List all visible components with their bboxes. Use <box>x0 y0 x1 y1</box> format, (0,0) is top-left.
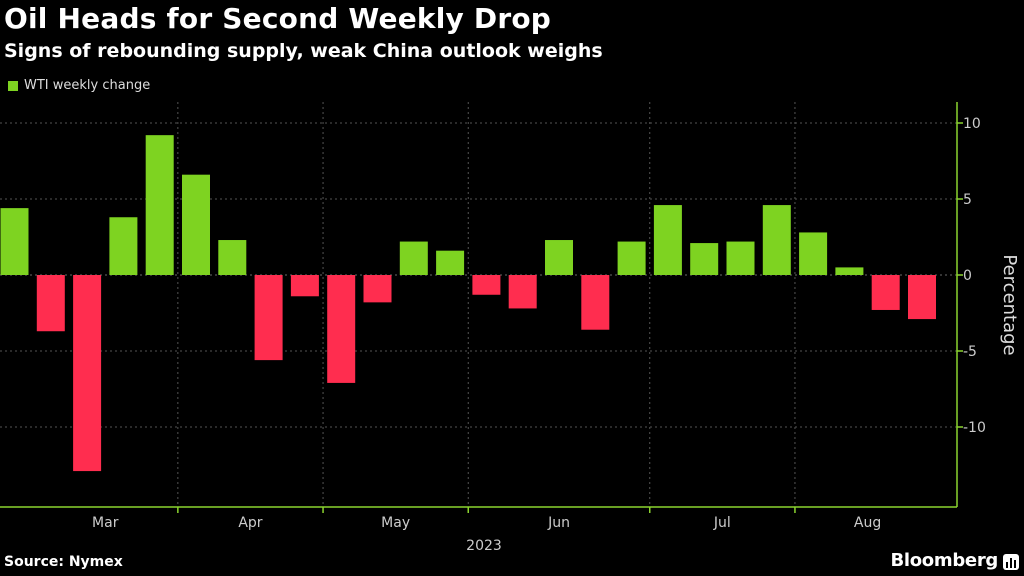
bar <box>36 275 65 332</box>
bar <box>871 275 900 310</box>
bar <box>835 267 864 275</box>
y-tick-label: 0 <box>963 268 972 284</box>
bar <box>363 275 392 303</box>
legend-label: WTI weekly change <box>24 78 151 93</box>
y-tick-label: 10 <box>963 116 981 132</box>
bar <box>109 217 138 275</box>
bar <box>182 174 210 275</box>
bar <box>145 135 174 275</box>
y-tick-label: -5 <box>963 344 977 360</box>
bar <box>653 205 682 275</box>
bar <box>799 232 828 275</box>
bloomberg-chart-icon <box>1003 554 1019 570</box>
bar <box>254 275 283 361</box>
x-tick-label: Jun <box>547 515 570 531</box>
bar <box>218 240 247 275</box>
y-tick-label: 5 <box>963 192 972 208</box>
bar <box>508 275 537 309</box>
bar <box>73 275 102 472</box>
x-tick-label: Jul <box>713 515 731 531</box>
source-note: Source: Nymex <box>4 554 123 570</box>
bar <box>762 205 791 275</box>
bars-layer <box>0 135 936 472</box>
bloomberg-logo: Bloomberg <box>890 550 998 571</box>
y-axis-title: Percentage <box>999 254 1020 355</box>
chart-subtitle: Signs of rebounding supply, weak China o… <box>4 40 603 62</box>
chart-title: Oil Heads for Second Weekly Drop <box>4 2 552 35</box>
legend-swatch <box>8 80 18 91</box>
bar <box>545 240 573 275</box>
bar <box>0 208 29 275</box>
bar <box>472 275 501 295</box>
bar <box>327 275 356 383</box>
x-tick-label: Mar <box>92 515 119 531</box>
legend: WTI weekly change <box>8 78 150 93</box>
bar <box>581 275 610 330</box>
x-tick-label: May <box>381 515 410 531</box>
x-tick-label: Aug <box>854 515 881 531</box>
y-tick-label: -10 <box>963 420 986 436</box>
x-axis-title: 2023 <box>466 538 502 554</box>
x-tick-label: Apr <box>238 515 262 531</box>
bar <box>908 275 936 320</box>
bar <box>726 241 755 275</box>
bar <box>617 241 646 275</box>
bar <box>690 243 719 275</box>
grid-layer <box>0 102 957 507</box>
bar <box>290 275 319 297</box>
axis-layer <box>0 102 963 513</box>
labels-layer: 10 5 0 -5 -10 Percentage Mar Apr May Jun Jul Aug 202… <box>92 116 1020 554</box>
bar <box>436 250 465 275</box>
bar <box>399 241 428 275</box>
